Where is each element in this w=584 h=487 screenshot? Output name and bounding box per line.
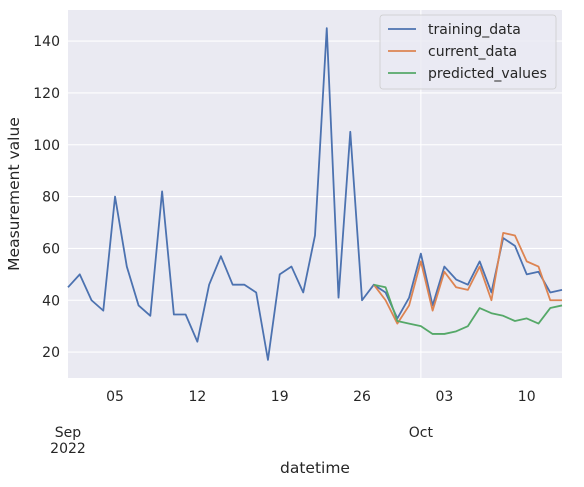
y-tick-label: 100 xyxy=(33,138,60,154)
y-tick-labels: 20 40 60 80 100 120 140 xyxy=(33,34,60,361)
y-tick-label: 40 xyxy=(42,293,60,309)
legend-label-training-data: training_data xyxy=(428,22,521,38)
x-tick-label: 12 xyxy=(188,389,206,405)
y-tick-label: 140 xyxy=(33,34,60,50)
y-tick-label: 60 xyxy=(42,241,60,257)
x-year-label: 2022 xyxy=(50,441,86,457)
y-axis-label: Measurement value xyxy=(5,117,23,271)
x-tick-label: 03 xyxy=(435,389,453,405)
y-tick-label: 80 xyxy=(42,190,60,206)
x-tick-label: 19 xyxy=(271,389,289,405)
legend-label-current-data: current_data xyxy=(428,44,517,60)
x-tick-label: 05 xyxy=(106,389,124,405)
x-month-label: Oct xyxy=(409,425,434,441)
legend-label-predicted-values: predicted_values xyxy=(428,66,547,82)
x-axis-label: datetime xyxy=(280,459,350,477)
legend: training_data current_data predicted_value… xyxy=(380,15,556,89)
x-tick-label: 10 xyxy=(518,389,536,405)
x-month-label: Sep xyxy=(55,425,82,441)
x-tick-label: 26 xyxy=(353,389,371,405)
y-tick-label: 120 xyxy=(33,86,60,102)
y-tick-label: 20 xyxy=(42,345,60,361)
